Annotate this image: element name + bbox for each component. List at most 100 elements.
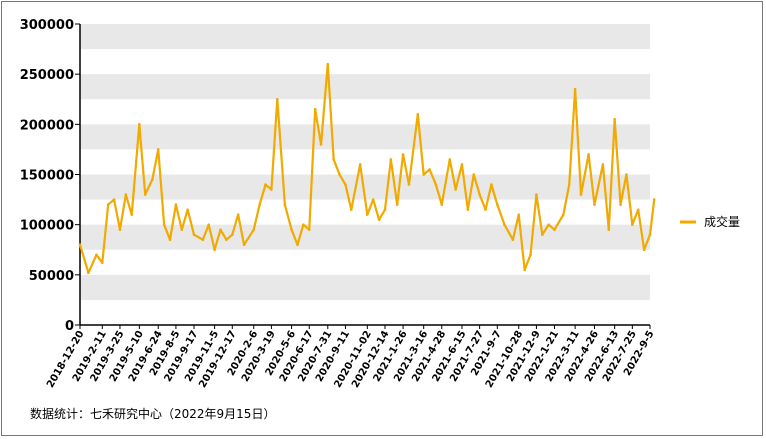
data-point <box>350 208 353 211</box>
footnote: 数据统计：七禾研究中心（2022年9月15日） <box>30 407 276 421</box>
data-point <box>383 208 387 211</box>
y-tick-label: 50000 <box>29 269 74 284</box>
data-point <box>138 123 141 126</box>
data-point <box>642 248 646 252</box>
data-point <box>225 238 228 242</box>
data-point <box>366 213 369 216</box>
data-point <box>517 213 521 216</box>
data-point <box>264 183 267 186</box>
data-point <box>631 223 634 226</box>
data-point <box>428 168 431 171</box>
data-point <box>395 203 399 206</box>
legend-label: 成交量 <box>704 214 740 229</box>
series-group <box>78 62 656 275</box>
data-point <box>290 228 293 231</box>
grid-band <box>80 274 650 300</box>
data-point <box>401 153 405 156</box>
y-tick-label: 150000 <box>20 169 74 184</box>
y-tick-label: 0 <box>65 319 74 334</box>
data-point <box>454 188 457 191</box>
data-point <box>242 243 246 247</box>
data-point <box>230 233 234 236</box>
data-point <box>207 223 211 226</box>
data-point <box>434 183 438 186</box>
data-point <box>186 208 189 211</box>
data-point <box>174 203 178 206</box>
data-point <box>511 238 515 242</box>
y-tick-label: 300000 <box>20 18 74 33</box>
data-point <box>313 107 317 111</box>
grid-band <box>80 24 650 50</box>
data-point <box>213 248 216 252</box>
data-point <box>326 62 330 66</box>
data-point <box>156 148 160 151</box>
data-point <box>652 198 656 201</box>
data-point <box>124 193 128 196</box>
data-point <box>587 153 590 156</box>
data-point <box>613 118 616 121</box>
data-point <box>192 233 196 236</box>
data-point <box>472 173 476 176</box>
data-point <box>307 228 311 231</box>
data-point <box>87 271 90 275</box>
data-point <box>319 143 323 146</box>
grid-band <box>80 74 650 100</box>
data-point <box>484 208 487 211</box>
data-point <box>573 87 577 91</box>
data-point <box>344 183 347 186</box>
data-point <box>371 198 375 201</box>
data-point <box>547 223 550 226</box>
data-point <box>535 193 538 196</box>
data-point <box>648 233 652 236</box>
data-point <box>503 223 506 226</box>
data-point <box>95 253 98 257</box>
data-point <box>422 173 425 176</box>
y-tick-label: 250000 <box>20 68 74 83</box>
data-point <box>495 203 499 206</box>
data-point <box>130 213 134 216</box>
data-point <box>151 178 154 181</box>
data-point <box>377 218 381 221</box>
data-point <box>143 193 147 196</box>
data-point <box>562 213 565 216</box>
legend: 成交量 <box>680 214 740 229</box>
data-point <box>636 208 640 211</box>
series-line-0 <box>78 63 656 274</box>
data-point <box>302 223 305 226</box>
data-point <box>332 158 335 161</box>
data-point <box>338 173 341 176</box>
data-point <box>619 203 622 206</box>
x-axis: 2018-12-202019-2-112019-3-252019-5-10201… <box>45 324 657 390</box>
data-point <box>78 243 82 247</box>
data-point <box>201 238 205 242</box>
data-point <box>416 113 420 116</box>
data-point <box>236 213 240 216</box>
data-point <box>112 198 116 201</box>
data-point <box>553 228 556 231</box>
data-point <box>258 203 261 206</box>
grid-bands <box>80 24 650 300</box>
data-point <box>219 228 222 231</box>
data-point <box>162 223 166 226</box>
data-point <box>490 183 493 186</box>
grid-band <box>80 124 650 150</box>
data-point <box>601 163 605 166</box>
data-point <box>607 228 611 231</box>
data-point <box>389 158 393 161</box>
data-point <box>460 163 464 166</box>
data-point <box>106 203 110 206</box>
data-point <box>478 193 481 196</box>
data-point <box>180 228 184 231</box>
data-point <box>593 203 596 206</box>
data-point <box>275 97 279 101</box>
data-point <box>523 268 526 272</box>
data-point <box>466 208 470 211</box>
y-tick-label: 200000 <box>20 118 74 133</box>
data-point <box>270 188 273 191</box>
data-point <box>407 183 411 186</box>
data-point <box>625 173 628 176</box>
data-point <box>168 238 172 242</box>
data-point <box>118 228 122 231</box>
